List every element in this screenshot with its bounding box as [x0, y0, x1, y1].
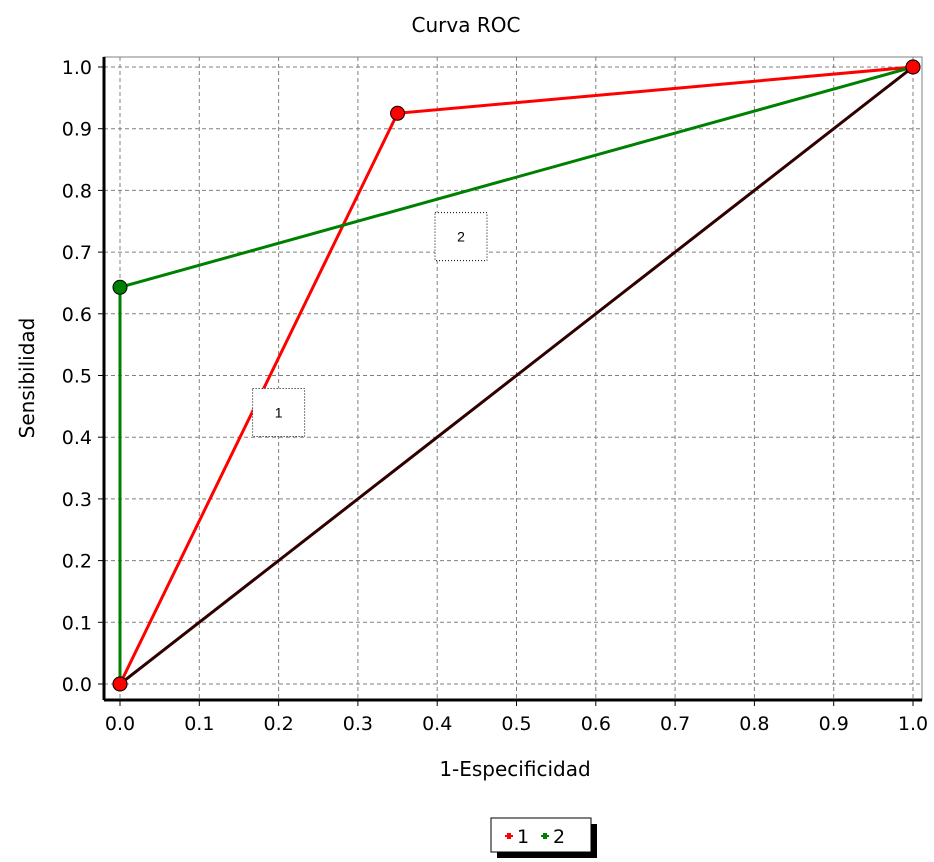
y-tick-label: 1.0 [62, 57, 92, 79]
x-tick-label: 0.4 [422, 713, 452, 735]
y-tick-label: 0.7 [62, 242, 92, 264]
reference-diagonal-line [119, 65, 914, 686]
y-axis-title: Sensibilidad [15, 318, 39, 439]
y-tick-label: 0.0 [62, 674, 92, 696]
x-tick-label: 0.3 [343, 713, 373, 735]
x-tick-label: 0.8 [739, 713, 769, 735]
y-tick-label: 0.3 [62, 489, 92, 511]
x-tick-label: 0.9 [819, 713, 849, 735]
series-1-point [390, 105, 406, 121]
legend-marker-1 [507, 833, 511, 839]
annotation-label: 1 [275, 405, 283, 421]
series-1-point [905, 59, 921, 75]
x-tick-label: 0.0 [105, 713, 135, 735]
series-lines [112, 59, 921, 692]
y-tick-label: 0.1 [62, 612, 92, 634]
annotation-box [434, 212, 488, 262]
x-tick-label: 0.2 [263, 713, 293, 735]
grid-lines [104, 57, 922, 700]
axis-ticks: 0.0 0.1 0.2 0.3 0.4 0.5 0.6 0.7 0.8 0.9 1.0 0.0 0.1 0… [62, 57, 928, 735]
legend-label-2: 2 [553, 826, 565, 848]
annotation-label: 2 [457, 229, 465, 245]
x-tick-label: 0.1 [184, 713, 214, 735]
x-tick-label: 0.5 [501, 713, 531, 735]
y-tick-label: 0.5 [62, 366, 92, 388]
annotation-box [252, 388, 306, 438]
x-axis-title: 1-Especificidad [439, 757, 590, 781]
y-tick-label: 0.8 [62, 180, 92, 202]
x-tick-label: 0.7 [660, 713, 690, 735]
legend-label-1: 1 [517, 826, 529, 848]
y-tick-label: 0.4 [62, 427, 92, 449]
y-tick-label: 0.9 [62, 119, 92, 141]
x-tick-label: 0.6 [581, 713, 611, 735]
series-2-point [112, 279, 128, 295]
y-tick-label: 0.6 [62, 304, 92, 326]
legend-marker-2 [543, 833, 547, 839]
y-tick-label: 0.2 [62, 551, 92, 573]
chart-title: Curva ROC [412, 13, 521, 37]
x-tick-label: 1.0 [898, 713, 928, 735]
annotations: 12 [252, 212, 488, 438]
series-1-point [112, 676, 128, 692]
